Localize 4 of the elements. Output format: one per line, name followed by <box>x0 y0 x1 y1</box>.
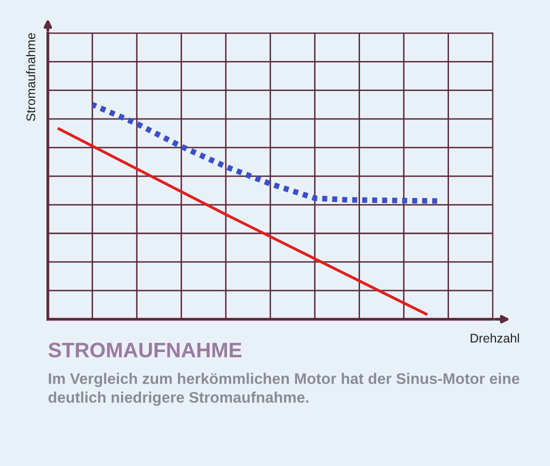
text: Im Vergleich zum herkömmlichen Motor hat der Sinus-Motor eine deutlich niedrigere Stromaufnahme. <box>48 372 520 406</box>
x-axis-title: Drehzahl <box>470 333 519 343</box>
y-axis-title: Stromaufnahme <box>26 33 36 121</box>
text: STROMAUFNAHME <box>48 342 242 358</box>
